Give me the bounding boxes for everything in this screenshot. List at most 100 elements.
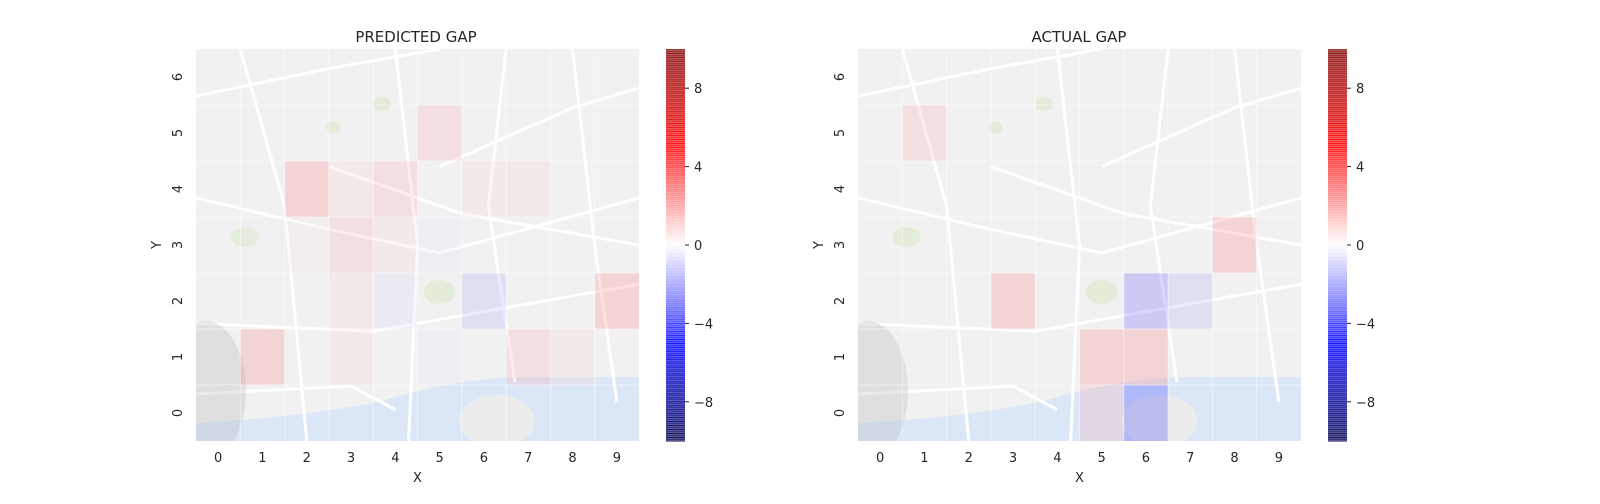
heatmap-cell bbox=[373, 161, 418, 217]
x-tick-label: 2 bbox=[965, 451, 973, 466]
heatmap-grid bbox=[858, 49, 1301, 441]
x-tick-label: 3 bbox=[1009, 451, 1017, 466]
x-tick-label: 4 bbox=[391, 451, 399, 466]
map-road bbox=[196, 196, 639, 255]
heatmap-cell bbox=[373, 217, 418, 273]
map-hillshade bbox=[196, 321, 246, 441]
map-park bbox=[373, 96, 392, 111]
y-tick-label: 6 bbox=[171, 73, 186, 81]
map-hillshade bbox=[858, 321, 908, 441]
heatmap-cell bbox=[240, 217, 285, 273]
heatmap-cell bbox=[1079, 385, 1124, 441]
x-tick-label: 8 bbox=[568, 451, 576, 466]
map-road bbox=[439, 86, 639, 168]
x-tick-label: 4 bbox=[1053, 451, 1061, 466]
heatmap-cell bbox=[461, 161, 507, 217]
y-tick-label: 2 bbox=[171, 297, 186, 305]
colorbar-texture bbox=[1328, 49, 1347, 441]
heatmap-cell bbox=[417, 217, 462, 273]
heatmap-cell bbox=[328, 217, 374, 273]
y-tick-label: 1 bbox=[171, 353, 186, 361]
y-tick-label: 4 bbox=[171, 185, 186, 193]
heatmap-cell bbox=[328, 329, 374, 385]
heatmap-cells bbox=[240, 105, 639, 385]
x-axis-label: X bbox=[1075, 471, 1084, 486]
map-road bbox=[858, 384, 1059, 411]
y-axis-label: Y bbox=[812, 241, 827, 250]
y-axis-label: Y bbox=[150, 241, 165, 250]
colorbar-tick-label: 0 bbox=[1356, 239, 1364, 254]
colorbar: 8 4 0 −4 −8 bbox=[1328, 49, 1375, 442]
map-park bbox=[892, 227, 921, 248]
heatmap-cell bbox=[373, 273, 418, 329]
heatmap-cell bbox=[1079, 329, 1124, 385]
map-park bbox=[423, 280, 456, 305]
heatmap-cell bbox=[284, 217, 329, 273]
colorbar-tick-label: −8 bbox=[1356, 396, 1375, 411]
map-park bbox=[1035, 96, 1054, 111]
x-tick-label: 0 bbox=[214, 451, 222, 466]
map-road bbox=[1101, 86, 1301, 168]
heatmap-cells bbox=[902, 105, 1257, 441]
x-tick-label: 1 bbox=[920, 451, 928, 466]
y-tick-label: 4 bbox=[833, 185, 848, 193]
x-tick-label: 2 bbox=[303, 451, 311, 466]
colorbar-tick-label: 8 bbox=[694, 82, 702, 97]
colorbar-tick-label: 8 bbox=[1356, 82, 1364, 97]
y-tick-label: 3 bbox=[171, 241, 186, 249]
x-tick-label: 6 bbox=[480, 451, 488, 466]
heatmap-cell bbox=[594, 273, 639, 329]
colorbar: 8 4 0 −4 −8 bbox=[666, 49, 713, 442]
y-tick-label: 2 bbox=[833, 297, 848, 305]
heatmap-cell bbox=[902, 105, 947, 161]
x-tick-label: 5 bbox=[436, 451, 444, 466]
map-park bbox=[230, 227, 259, 248]
colorbar-tick-label: 0 bbox=[694, 239, 702, 254]
x-tick-label: 6 bbox=[1142, 451, 1150, 466]
heatmap-cell bbox=[461, 273, 507, 329]
y-tick-label: 0 bbox=[171, 409, 186, 417]
heatmap-cell bbox=[240, 329, 285, 385]
colorbar-tick-label: 4 bbox=[694, 161, 702, 176]
heatmap-cell bbox=[417, 329, 462, 385]
colorbar-tick-label: −8 bbox=[694, 396, 713, 411]
heatmap-cell bbox=[506, 329, 551, 385]
x-tick-label: 7 bbox=[524, 451, 532, 466]
colorbar-tick-label: −4 bbox=[1356, 317, 1375, 332]
y-tick-label: 5 bbox=[171, 129, 186, 137]
y-tick-label: 0 bbox=[833, 409, 848, 417]
heatmap-cell bbox=[550, 329, 595, 385]
x-axis-label: X bbox=[413, 471, 422, 486]
chart-title: ACTUAL GAP bbox=[1032, 28, 1127, 46]
map-road bbox=[196, 384, 397, 411]
heatmap-cell bbox=[1168, 273, 1213, 329]
map-park bbox=[326, 121, 341, 134]
map-park bbox=[1085, 280, 1118, 305]
y-tick-label: 6 bbox=[833, 73, 848, 81]
heatmap-cell bbox=[1212, 217, 1257, 273]
heatmap-panel-1: ACTUAL GAP 0 1 2 3 4 5 6 7 8 9 X 0 1 2 3 4 5 6 Y 8 4 0 −4 −8 bbox=[812, 28, 1375, 486]
x-tick-label: 9 bbox=[613, 451, 621, 466]
x-tick-label: 0 bbox=[876, 451, 884, 466]
x-tick-label: 1 bbox=[258, 451, 266, 466]
heatmap-cell bbox=[284, 161, 329, 217]
heatmap-cell bbox=[990, 273, 1036, 329]
map-shore bbox=[1121, 395, 1198, 441]
map-road bbox=[858, 196, 1301, 255]
colorbar-texture bbox=[666, 49, 685, 441]
heatmap-cell bbox=[328, 161, 374, 217]
map-shore bbox=[459, 395, 536, 441]
heatmap-panel-0: PREDICTED GAP 0 1 2 3 4 5 6 7 8 9 X 0 1 2 3 4 5 6 Y 8 4 0 −4 −8 bbox=[150, 28, 713, 486]
x-tick-label: 5 bbox=[1098, 451, 1106, 466]
heatmap-cell bbox=[1123, 385, 1169, 441]
heatmap-grid bbox=[196, 49, 639, 441]
y-tick-label: 3 bbox=[833, 241, 848, 249]
x-tick-label: 9 bbox=[1275, 451, 1283, 466]
heatmap-cell bbox=[1123, 273, 1169, 329]
heatmap-cell bbox=[1123, 329, 1169, 385]
heatmap-cell bbox=[506, 161, 551, 217]
x-tick-label: 3 bbox=[347, 451, 355, 466]
heatmap-cell bbox=[417, 105, 462, 161]
